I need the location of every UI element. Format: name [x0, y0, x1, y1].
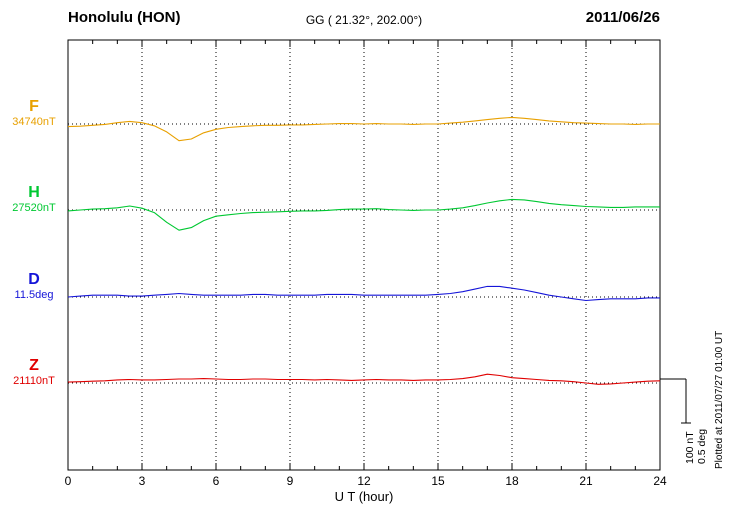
channel-baseline-h: 27520nT: [12, 202, 56, 214]
x-tick-label: 6: [212, 474, 220, 488]
scale-label-deg: 0.5 deg: [696, 428, 708, 464]
x-tick-label: 0: [64, 474, 72, 488]
x-tick-label: 3: [138, 474, 146, 488]
x-tick-label: 9: [286, 474, 294, 488]
geographic-coordinates: GG ( 21.32°, 202.00°): [305, 13, 423, 27]
channel-letter-d: D: [28, 271, 40, 288]
trace-h: [67, 198, 660, 231]
trace-d: [67, 285, 660, 302]
x-tick-label: 21: [579, 474, 593, 488]
plot-date: 2011/06/26: [585, 9, 660, 26]
x-tick-label: 18: [505, 474, 519, 488]
trace-z: [67, 373, 661, 385]
channel-letter-z: Z: [29, 357, 39, 374]
x-axis-ticks: 0 3 6 9 12 15 18 21 24: [0, 474, 730, 490]
trace-f: [67, 116, 660, 142]
channel-baseline-z: 21110nT: [13, 375, 55, 387]
channel-letter-f: F: [29, 98, 39, 115]
x-tick-label: 24: [653, 474, 667, 488]
channel-letter-h: H: [28, 184, 40, 201]
channel-label-h: H 27520nT: [5, 184, 63, 215]
channel-label-z: Z 21110nT: [5, 357, 63, 388]
channel-label-f: F 34740nT: [5, 98, 63, 129]
x-tick-label: 12: [357, 474, 371, 488]
channel-baseline-f: 34740nT: [12, 116, 56, 128]
station-title: Honolulu (HON): [68, 9, 181, 26]
scale-label-nt: 100 nT: [684, 431, 696, 464]
channel-label-d: D 11.5deg: [5, 271, 63, 302]
x-axis-label: U T (hour): [334, 489, 394, 504]
x-tick-label: 15: [431, 474, 445, 488]
plotted-at-note: Plotted at 2011/07/27 01:00 UT: [714, 330, 725, 469]
channel-baseline-d: 11.5deg: [14, 289, 54, 301]
